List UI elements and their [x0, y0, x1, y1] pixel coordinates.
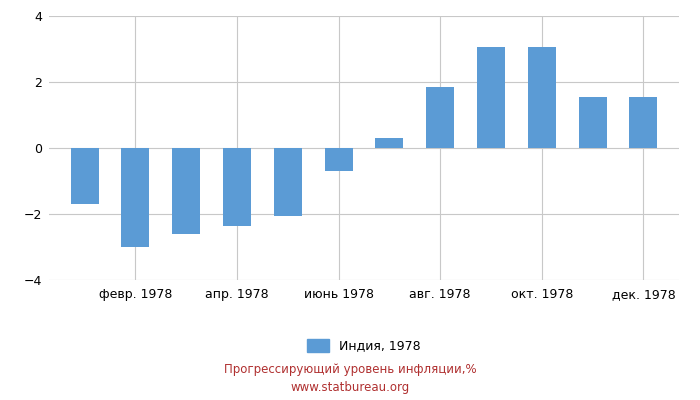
Bar [274, 148, 302, 216]
Bar [172, 148, 200, 234]
Bar [528, 47, 556, 148]
Legend: Индия, 1978: Индия, 1978 [302, 334, 426, 357]
Bar [375, 138, 403, 148]
Bar [477, 47, 505, 148]
Bar [223, 148, 251, 226]
Text: www.statbureau.org: www.statbureau.org [290, 382, 410, 394]
Bar [426, 87, 454, 148]
Bar [325, 148, 353, 171]
Bar [629, 97, 657, 148]
Text: Прогрессирующий уровень инфляции,%: Прогрессирующий уровень инфляции,% [224, 364, 476, 376]
Bar [121, 148, 149, 247]
Bar [579, 97, 607, 148]
Bar [71, 148, 99, 204]
